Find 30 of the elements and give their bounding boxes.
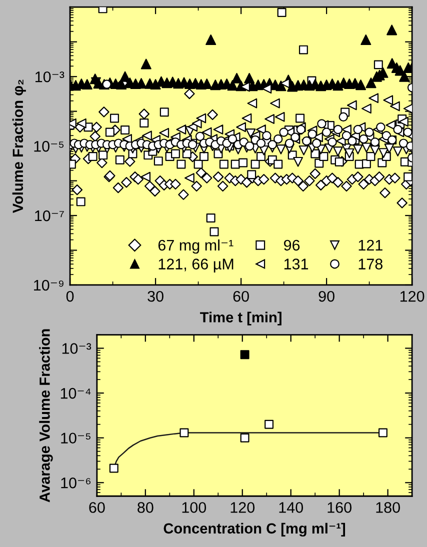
y-tick-label: 10⁻³ [35, 71, 64, 82]
x-tick-label: 120 [230, 502, 255, 513]
y-axis-title: Avarage Volume Fraction [39, 329, 53, 502]
legend-label: 131 [284, 258, 308, 270]
legend-label: 121, 66 µM [158, 258, 234, 272]
x-tick-label: 140 [279, 502, 303, 513]
x-axis-title: Concentration C [mg ml⁻¹] [164, 522, 346, 537]
legend-label: 178 [358, 258, 382, 270]
y-tick-label: 10⁻⁹ [34, 280, 64, 291]
y-axis-title: Volume Fraction φ₂ [12, 80, 26, 214]
x-tick-label: 30 [148, 290, 164, 302]
y-tick-label: 10⁻⁵ [34, 140, 64, 152]
x-tick-label: 80 [138, 502, 154, 513]
x-tick-label: 160 [328, 502, 352, 513]
x-tick-label: 0 [66, 290, 74, 302]
x-tick-label: 120 [400, 290, 424, 302]
y-tick-label: 10⁻³ [62, 343, 92, 354]
legend-label: 121 [358, 240, 382, 250]
x-axis-title: Time t [min] [200, 312, 282, 326]
legend-label: 96 [284, 240, 300, 251]
x-tick-label: 90 [318, 290, 334, 302]
legend-label: 67 mg ml⁻¹ [158, 239, 234, 254]
x-tick-label: 60 [233, 290, 249, 302]
y-tick-label: 10⁻⁴ [60, 388, 91, 399]
y-tick-label: 10⁻⁵ [61, 432, 90, 444]
y-tick-label: 10⁻⁷ [35, 210, 64, 222]
y-tick-label: 10⁻⁶ [61, 478, 90, 488]
x-tick-label: 180 [376, 502, 400, 513]
x-tick-label: 100 [182, 502, 206, 513]
x-tick-label: 60 [89, 502, 105, 513]
